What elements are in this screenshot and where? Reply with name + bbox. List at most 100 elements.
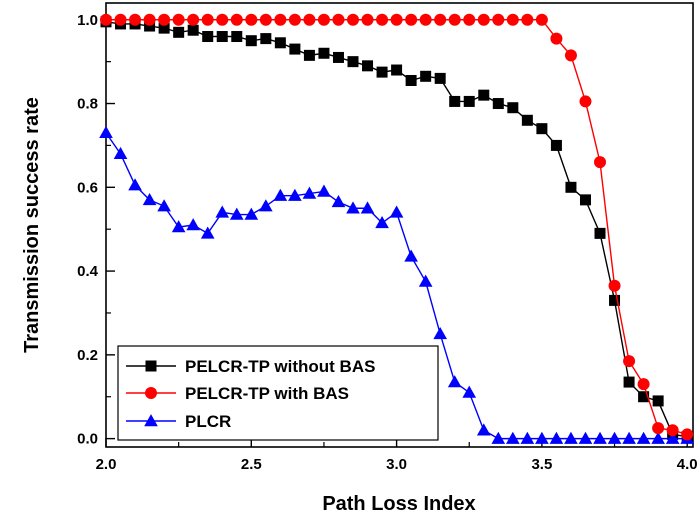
data-point: [623, 376, 635, 388]
data-point: [492, 13, 505, 26]
data-point: [564, 431, 578, 444]
data-point: [376, 13, 389, 26]
data-point: [404, 249, 418, 262]
data-point: [391, 64, 403, 76]
data-point: [623, 355, 636, 368]
data-point: [506, 431, 520, 444]
data-point: [201, 13, 214, 26]
data-point: [389, 205, 404, 218]
data-point: [362, 60, 374, 72]
data-point: [652, 422, 665, 435]
data-point: [565, 181, 577, 193]
data-point: [433, 326, 448, 340]
data-point: [476, 423, 491, 436]
data-point: [375, 215, 389, 229]
data-point: [347, 13, 360, 26]
legend: PELCR-TP without BAS PELCR-TP with BAS PLC…: [117, 345, 439, 441]
y-axis-title: Transmission success rate: [21, 97, 43, 353]
data-point: [317, 184, 331, 197]
data-point: [303, 13, 316, 26]
legend-marker: [145, 360, 157, 372]
data-point: [244, 207, 259, 220]
series-layer: [99, 13, 695, 444]
data-point: [478, 89, 490, 101]
data-point: [99, 125, 113, 139]
series-triangle: [99, 125, 695, 444]
data-point: [578, 431, 593, 444]
data-point: [564, 49, 577, 62]
y-tick-label: 1.0: [77, 12, 98, 29]
data-point: [637, 378, 650, 391]
data-point: [230, 13, 243, 26]
data-point: [434, 13, 447, 26]
data-point: [114, 13, 127, 26]
data-point: [200, 226, 215, 239]
data-point: [594, 156, 607, 169]
data-point: [360, 201, 375, 214]
data-point: [607, 431, 622, 444]
x-tick-label: 2.5: [241, 456, 262, 473]
data-point: [100, 13, 112, 26]
data-point: [521, 114, 533, 126]
data-point: [506, 13, 519, 26]
data-point: [259, 199, 273, 212]
y-tick-label: 0.4: [77, 263, 99, 280]
data-point: [128, 178, 142, 191]
data-point: [376, 66, 388, 78]
data-point: [491, 431, 506, 444]
legend-entry: PELCR-TP without BAS: [126, 357, 375, 376]
legend-label: PELCR-TP with BAS: [185, 384, 349, 403]
data-point: [113, 146, 128, 159]
data-point: [535, 431, 549, 444]
data-point: [520, 431, 535, 444]
data-point: [289, 43, 301, 55]
data-point: [129, 13, 142, 26]
data-point: [447, 375, 462, 388]
data-point: [681, 428, 694, 441]
data-point: [259, 13, 272, 26]
series-square: [100, 16, 693, 443]
data-point: [216, 13, 229, 26]
data-point: [347, 56, 359, 68]
data-point: [332, 13, 345, 26]
data-point: [608, 279, 621, 292]
x-tick-label: 3.0: [386, 456, 407, 473]
data-point: [462, 385, 477, 398]
data-point: [448, 13, 461, 26]
data-point: [609, 294, 621, 306]
data-point: [274, 13, 287, 26]
data-point: [317, 13, 330, 26]
data-point: [463, 13, 476, 26]
data-point: [636, 431, 651, 444]
data-point: [187, 13, 200, 26]
data-point: [652, 395, 664, 407]
data-point: [651, 431, 665, 444]
data-point: [536, 123, 548, 135]
data-point: [302, 186, 317, 199]
data-point: [229, 207, 244, 220]
x-tick-label: 3.5: [531, 456, 552, 473]
data-point: [507, 102, 519, 114]
data-point: [231, 31, 243, 43]
tick-labels: 2.0 2.5 3.0 3.5 4.0 0.0 0.2 0.4 0.6 0.8 1.0: [77, 12, 697, 473]
y-tick-label: 0.2: [77, 347, 98, 364]
data-point: [666, 424, 679, 437]
data-point: [550, 32, 563, 45]
data-point: [535, 13, 548, 26]
data-point: [187, 24, 199, 36]
data-point: [449, 95, 461, 107]
y-tick-label: 0.8: [77, 96, 98, 113]
data-point: [273, 188, 288, 201]
y-tick-label: 0.0: [77, 431, 98, 448]
legend-marker: [145, 387, 157, 399]
legend-marker: [144, 414, 158, 427]
legend-label: PELCR-TP without BAS: [185, 357, 375, 376]
data-point: [405, 13, 418, 26]
data-point: [173, 26, 185, 38]
data-point: [172, 13, 185, 26]
data-point: [318, 47, 330, 59]
data-point: [579, 95, 592, 108]
data-point: [142, 192, 157, 206]
data-point: [550, 139, 562, 151]
